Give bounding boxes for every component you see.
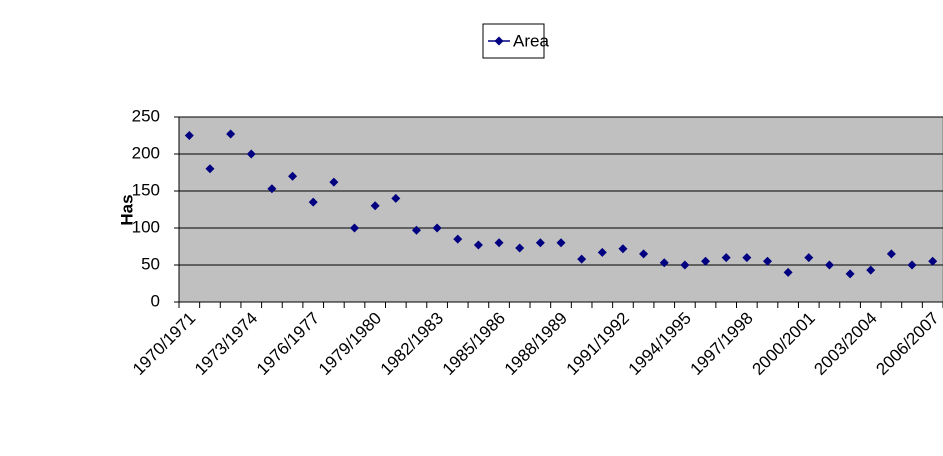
marker [246,149,256,159]
marker [907,260,917,270]
x-tick-label: 1982/1983 [377,309,447,379]
legend-marker [494,36,504,46]
y-tick-label: 250 [132,106,160,125]
plot-area [178,116,943,303]
marker [391,193,401,203]
x-tick-label: 1973/1974 [191,309,261,379]
x-tick-label: 1970/1971 [129,309,199,379]
marker [556,238,566,248]
y-tick-label: 200 [132,143,160,162]
marker [453,234,463,244]
y-tick-label: 100 [132,217,160,236]
x-tick-label: 1994/1995 [625,309,695,379]
marker [701,256,711,266]
marker [535,238,545,248]
marker [639,249,649,259]
x-tick-label: 1976/1977 [253,309,323,379]
legend-label: Area [513,31,549,50]
marker [494,238,504,248]
marker [659,258,669,268]
x-tick-label: 1988/1989 [501,309,571,379]
marker [845,269,855,279]
marker [370,201,380,211]
marker [473,240,483,250]
marker [288,171,298,181]
x-tick-label: 1985/1986 [439,309,509,379]
marker [515,243,525,253]
x-tick-label: 1979/1980 [315,309,385,379]
marker [308,197,318,207]
x-tick-label: 2000/2001 [749,309,819,379]
marker [432,223,442,233]
marker [329,177,339,187]
marker [597,247,607,257]
marker [226,129,236,139]
marker [783,267,793,277]
marker [411,225,421,235]
x-tick-label: 2006/2007 [872,309,942,379]
marker [742,253,752,263]
y-tick-label: 150 [132,180,160,199]
y-tick-label: 0 [151,291,160,310]
y-tick-label: 50 [141,254,160,273]
marker [866,265,876,275]
marker [618,244,628,254]
marker [928,256,938,266]
marker [680,260,690,270]
marker [205,164,215,174]
marker [184,131,194,140]
marker [762,256,772,266]
x-tick-label: 1997/1998 [687,309,757,379]
x-tick-label: 1991/1992 [563,309,633,379]
marker [350,223,360,233]
marker [886,249,896,259]
marker [267,184,277,194]
marker [824,260,834,270]
y-axis-title: Has [117,194,136,225]
marker [721,253,731,263]
marker [804,253,814,263]
marker [577,254,587,264]
x-tick-label: 2003/2004 [810,309,880,379]
